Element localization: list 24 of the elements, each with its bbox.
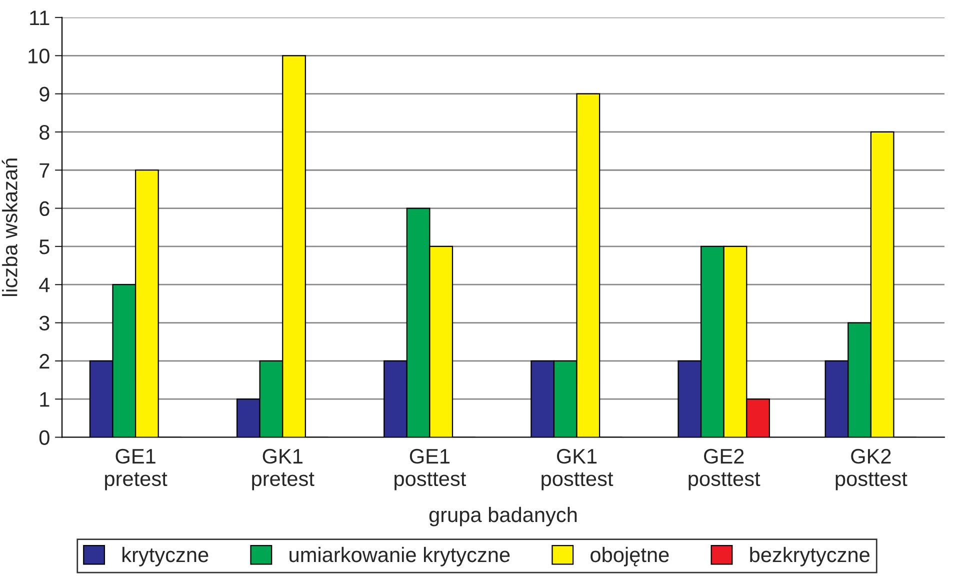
y-tick-label: 4 [39, 278, 50, 292]
y-tick-label: 0 [39, 430, 50, 446]
x-tick-label: GE1 posttest [394, 448, 466, 490]
x-tick-label: GK1 pretest [252, 448, 314, 490]
y-tick-label: 11 [30, 10, 50, 26]
y-tick-label: 6 [40, 201, 50, 216]
y-tick-label: 5 [39, 240, 50, 254]
y-tick-label: 10 [28, 48, 50, 64]
y-axis-title: liczba wskazań [2, 158, 18, 296]
legend-label: obojętne [590, 546, 669, 566]
legend-label: umiarkowanie krytyczne [290, 546, 510, 566]
x-tick-label: GE2 posttest [688, 448, 760, 490]
x-axis-title: grupa badanych [429, 506, 577, 526]
y-tick-label: 2 [40, 354, 50, 368]
y-tick-label: 3 [39, 316, 50, 331]
y-tick-label: 7 [40, 163, 50, 178]
y-tick-label: 1 [40, 392, 50, 407]
legend-label: bezkrytyczne [750, 546, 870, 566]
x-tick-label: GK1 posttest [542, 448, 614, 490]
legend-label: krytyczne [122, 546, 208, 566]
x-tick-label: GK2 posttest [836, 448, 908, 490]
x-tick-label: GE1 pretest [105, 448, 168, 490]
y-tick-label: 8 [40, 124, 50, 140]
y-tick-label: 9 [40, 86, 50, 102]
